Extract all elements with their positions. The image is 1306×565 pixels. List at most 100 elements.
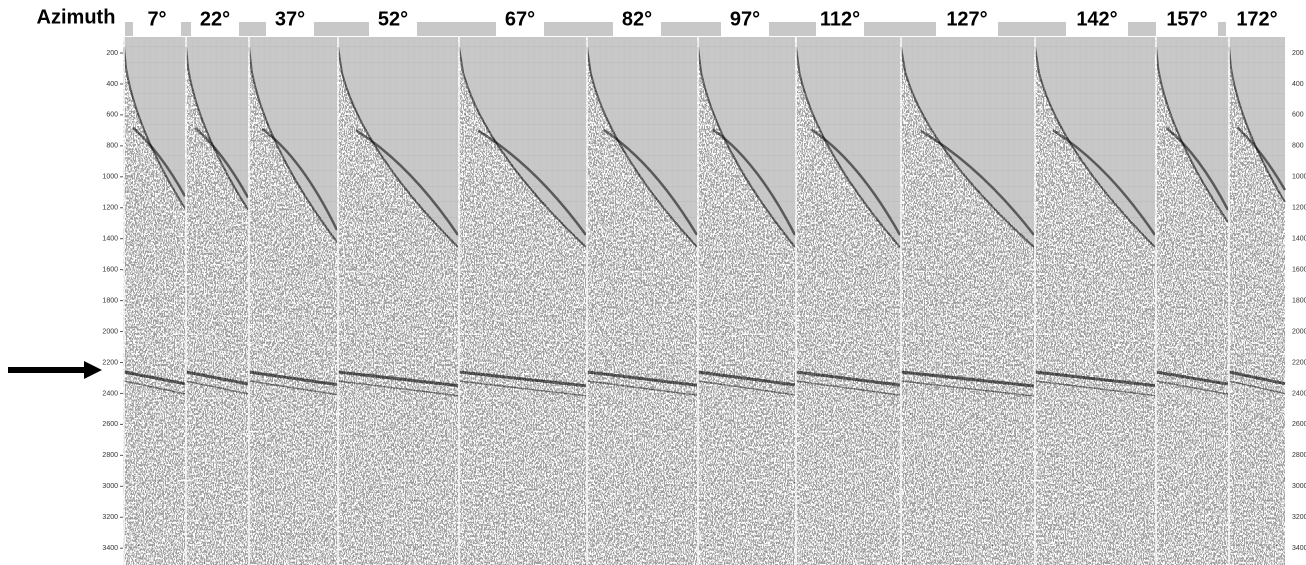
- y-tick-label-left: 1600: [102, 266, 118, 273]
- mute-zone: [901, 37, 1034, 245]
- azimuth-label: 7°: [147, 8, 166, 30]
- y-tick-label-right: 2800: [1292, 452, 1306, 459]
- reflection: [1034, 370, 1156, 388]
- y-tick-label-right: 2200: [1292, 359, 1306, 366]
- y-tick-label-right: 1600: [1292, 266, 1306, 273]
- azimuth-box: [1226, 8, 1288, 36]
- reflection: [1155, 370, 1229, 386]
- y-tick-label-right: 2400: [1292, 390, 1306, 397]
- azimuth-box: [816, 8, 864, 36]
- azimuth-box: [266, 8, 314, 36]
- arrow-head: [84, 361, 102, 379]
- y-tick-label-left: 1000: [102, 174, 118, 181]
- azimuth-title: Azimuth: [37, 6, 116, 28]
- reflection: [900, 370, 1035, 388]
- y-tick-label-left: 400: [106, 81, 118, 88]
- reflection: [1228, 370, 1286, 386]
- first-break: [1034, 46, 1156, 248]
- y-tick-label-left: 800: [106, 143, 118, 150]
- azimuth-label: 67°: [505, 8, 535, 30]
- y-tick-label-right: 200: [1292, 50, 1304, 57]
- first-break: [185, 46, 249, 211]
- first-break: [586, 46, 698, 248]
- first-break: [1155, 46, 1229, 223]
- first-break: [458, 46, 587, 248]
- azimuth-box: [369, 8, 417, 36]
- reflection: [586, 380, 698, 397]
- first-break: [900, 46, 1035, 248]
- y-tick-label-right: 2000: [1292, 328, 1306, 335]
- azimuth-label: 127°: [946, 8, 987, 30]
- y-tick-label-left: 2600: [102, 421, 118, 428]
- y-tick-label-right: 1000: [1292, 174, 1306, 181]
- azimuth-box: [496, 8, 544, 36]
- reflection: [900, 380, 1035, 397]
- azimuth-label: 37°: [275, 8, 305, 30]
- reflection: [1228, 380, 1286, 395]
- reflection: [337, 380, 459, 397]
- y-tick-label-left: 3000: [102, 483, 118, 490]
- reflection: [132, 126, 187, 197]
- y-tick-label-right: 800: [1292, 143, 1304, 150]
- azimuth-label: 112°: [820, 8, 860, 30]
- reflection: [920, 129, 1035, 236]
- azimuth-box: [1066, 8, 1128, 36]
- y-tick-label-left: 200: [106, 50, 118, 57]
- reflection: [123, 370, 186, 386]
- mute-zone: [186, 37, 248, 208]
- reflection: [1155, 380, 1229, 395]
- y-tick-label-left: 1400: [102, 236, 118, 243]
- reflection: [261, 127, 339, 231]
- azimuth-box: [191, 8, 239, 36]
- azimuth-label: 52°: [378, 8, 408, 30]
- reflection: [337, 370, 459, 388]
- first-break: [337, 46, 459, 248]
- y-tick-label-left: 1200: [102, 205, 118, 212]
- y-tick-label-right: 1400: [1292, 236, 1306, 243]
- mute-zone: [124, 37, 185, 207]
- azimuth-label: 82°: [622, 8, 652, 30]
- y-tick-label-left: 2200: [102, 359, 118, 366]
- reflection: [697, 370, 796, 387]
- reflection: [458, 370, 587, 388]
- reflection: [602, 128, 699, 236]
- azimuth-box: [613, 8, 661, 36]
- first-break: [123, 46, 186, 209]
- azimuth-label: 157°: [1166, 8, 1207, 30]
- reflection: [123, 380, 186, 395]
- reflection: [711, 128, 797, 236]
- azimuth-box: [936, 8, 998, 36]
- reflection: [1034, 380, 1156, 397]
- reflection: [248, 380, 338, 396]
- y-tick-label-left: 3400: [102, 545, 118, 552]
- reflection: [795, 370, 901, 387]
- reflection: [1166, 127, 1230, 211]
- mute-zone: [1035, 37, 1155, 245]
- first-break: [697, 46, 796, 248]
- reflection: [458, 380, 587, 397]
- reflection: [1052, 129, 1157, 236]
- first-break: [795, 46, 901, 248]
- y-tick-label-left: 3200: [102, 514, 118, 521]
- reflection: [185, 370, 249, 386]
- reflection: [477, 129, 588, 236]
- reflection: [248, 370, 338, 387]
- y-tick-label-right: 2600: [1292, 421, 1306, 428]
- y-tick-label-right: 400: [1292, 81, 1304, 88]
- azimuth-label: 172°: [1236, 8, 1277, 30]
- reflection: [194, 126, 250, 199]
- y-tick-label-left: 600: [106, 112, 118, 119]
- reflection: [795, 380, 901, 396]
- y-tick-label-right: 600: [1292, 112, 1304, 119]
- azimuth-label: 22°: [200, 8, 230, 30]
- y-tick-label-left: 1800: [102, 297, 118, 304]
- azimuth-box: [1156, 8, 1218, 36]
- y-tick-label-right: 3200: [1292, 514, 1306, 521]
- y-tick-label-right: 1200: [1292, 205, 1306, 212]
- seismic-noise-deep: [123, 300, 1285, 565]
- first-break: [248, 46, 338, 243]
- mute-zone: [1156, 37, 1228, 220]
- y-tick-label-right: 1800: [1292, 297, 1306, 304]
- y-tick-label-right: 3400: [1292, 545, 1306, 552]
